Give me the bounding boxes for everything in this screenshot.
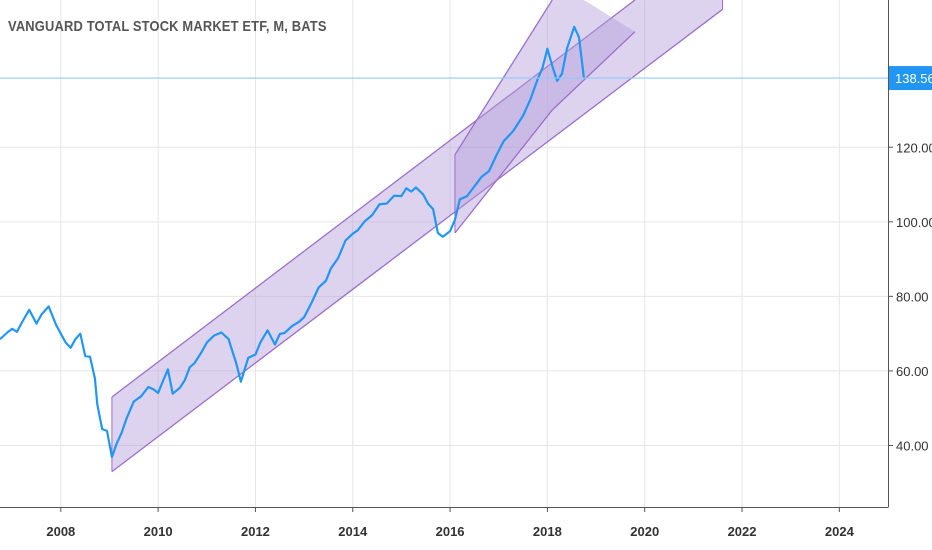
channel-band-steep[interactable]	[454, 0, 635, 233]
price-series	[0, 25, 585, 459]
x-tick-label: 2024	[825, 524, 855, 539]
x-tick-label: 2012	[241, 524, 270, 539]
x-tick-label: 2016	[436, 524, 465, 539]
last-price-tag: 138.56	[889, 66, 932, 91]
channel-band-main[interactable]	[111, 0, 723, 472]
chart-title: VANGUARD TOTAL STOCK MARKET ETF, M, BATS	[8, 18, 327, 35]
x-axis-ticks: 2008 2010 2012 2014 2016 2018 2020 2022 2024	[46, 507, 855, 539]
regression-channels[interactable]	[111, 0, 724, 473]
channel-band-extension[interactable]	[634, 0, 723, 10]
channel-upper-line[interactable]	[111, 0, 636, 398]
x-tick-label: 2018	[533, 524, 562, 539]
y-tick-label: 120.00	[896, 140, 932, 155]
x-tick-label: 2020	[630, 524, 659, 539]
x-tick-label: 2010	[144, 524, 173, 539]
x-tick-label: 2008	[46, 524, 75, 539]
channel-lower-line[interactable]	[111, 8, 723, 473]
channel-steep-upper-line[interactable]	[454, 0, 553, 156]
y-tick-label: 80.00	[896, 289, 929, 304]
y-axis-ticks: 40.00 60.00 80.00 100.00 120.00	[888, 140, 932, 453]
channel-steep-lower-line[interactable]	[454, 31, 636, 234]
last-price-tag-label: 138.56	[895, 71, 932, 86]
last-price-tag-background	[889, 66, 932, 91]
x-tick-label: 2022	[728, 524, 757, 539]
price-line	[0, 25, 585, 459]
y-tick-label: 60.00	[896, 364, 929, 379]
x-tick-label: 2014	[338, 524, 368, 539]
y-tick-label: 100.00	[896, 215, 932, 230]
grid-lines	[0, 0, 888, 507]
y-tick-label: 40.00	[896, 438, 929, 453]
axes	[0, 0, 889, 508]
